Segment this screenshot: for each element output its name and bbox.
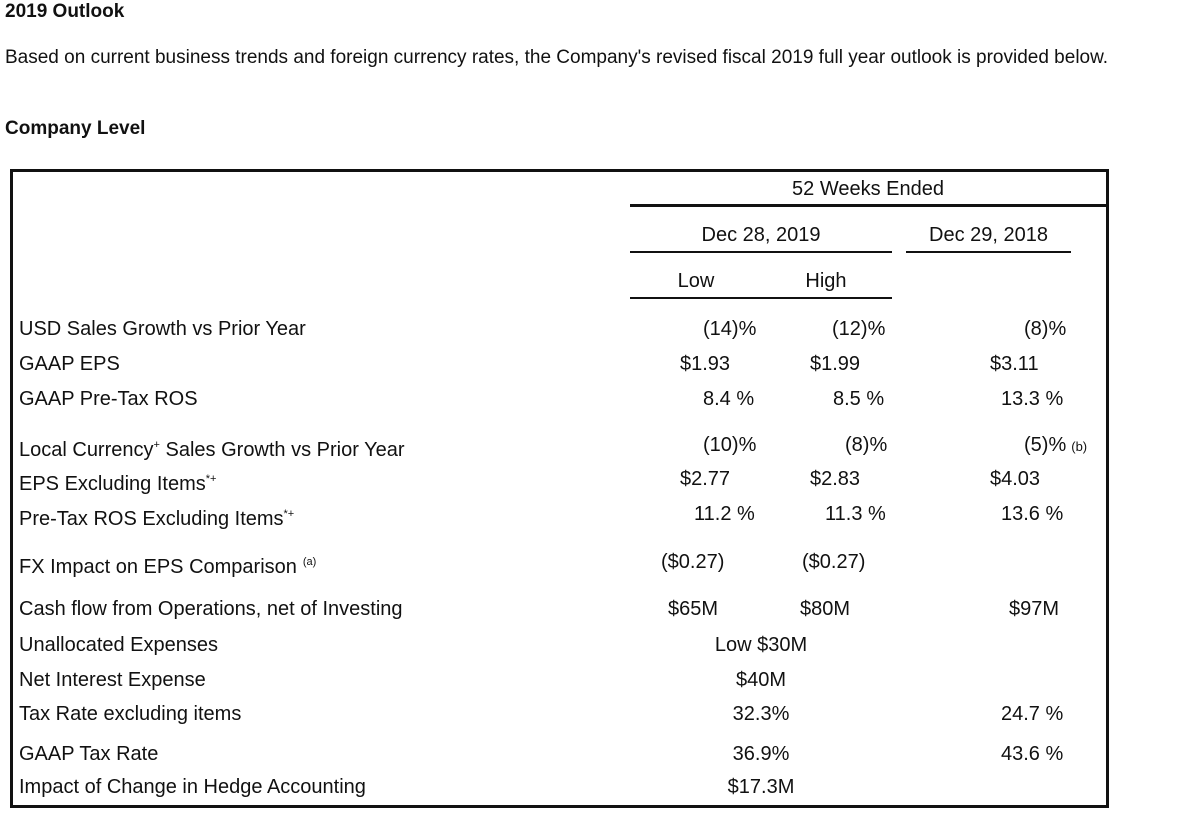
footnote-marker: (b) bbox=[1071, 439, 1088, 454]
footnote-marker: (a) bbox=[302, 556, 317, 568]
merged-value: $40M bbox=[735, 669, 787, 691]
prior-year-value: $4.03 bbox=[990, 467, 1040, 491]
row-label: GAAP EPS bbox=[19, 352, 120, 376]
high-value: $2.83 bbox=[810, 468, 861, 490]
row-label: Unallocated Expenses bbox=[19, 633, 218, 657]
row-label-text: Sales Growth vs Prior Year bbox=[159, 439, 405, 461]
prior-value-text: (8)% bbox=[1024, 318, 1067, 340]
prior-year-value: (5)% (b) bbox=[1024, 433, 1087, 459]
low-value: 8.4 % bbox=[703, 388, 755, 410]
row-label-text: Pre-Tax ROS Excluding Items bbox=[19, 508, 284, 530]
intro-paragraph: Based on current business trends and for… bbox=[5, 47, 1109, 68]
prior-value-text: 43.6 % bbox=[1001, 743, 1064, 765]
low-value: $65M bbox=[668, 598, 719, 620]
high-value: ($0.27) bbox=[802, 551, 866, 573]
prior-year-value: 13.3 % bbox=[1001, 387, 1063, 411]
divider bbox=[906, 251, 1071, 253]
row-label-text: Cash flow from Operations, net of Invest… bbox=[19, 598, 403, 620]
row-label-text: Tax Rate excluding items bbox=[19, 703, 242, 725]
merged-value: $17.3M bbox=[727, 776, 795, 798]
header-high: High bbox=[805, 270, 847, 292]
prior-year-value: 13.6 % bbox=[1001, 502, 1063, 526]
row-label: GAAP Tax Rate bbox=[19, 742, 158, 766]
prior-value-text: 13.6 % bbox=[1001, 503, 1064, 525]
header-52-weeks: 52 Weeks Ended bbox=[792, 178, 944, 200]
low-value: 11.2 % bbox=[694, 503, 755, 525]
high-value: $80M bbox=[800, 598, 851, 620]
prior-value-text: (5)% bbox=[1024, 434, 1067, 456]
row-label-text: FX Impact on EPS Comparison bbox=[19, 556, 297, 578]
prior-year-value: 43.6 % bbox=[1001, 742, 1063, 766]
section-heading: Company Level bbox=[5, 118, 146, 139]
header-dec-2018: Dec 29, 2018 bbox=[929, 224, 1048, 246]
row-label-text: USD Sales Growth vs Prior Year bbox=[19, 318, 306, 340]
low-value: (14)% bbox=[703, 318, 757, 340]
outlook-table bbox=[10, 169, 1109, 808]
footnote-marker: + bbox=[153, 439, 160, 451]
prior-value-text: $3.11 bbox=[990, 353, 1039, 375]
row-label-text: GAAP Pre-Tax ROS bbox=[19, 388, 198, 410]
high-value: $1.99 bbox=[810, 353, 861, 375]
divider bbox=[630, 251, 892, 253]
row-label-text: Impact of Change in Hedge Accounting bbox=[19, 776, 366, 798]
row-label-text: Local Currency bbox=[19, 439, 154, 461]
prior-value-text: $4.03 bbox=[990, 468, 1041, 490]
row-label: Net Interest Expense bbox=[19, 668, 206, 692]
row-label-text: EPS Excluding Items bbox=[19, 473, 206, 495]
prior-year-value: $97M bbox=[1009, 597, 1059, 621]
prior-year-value: 24.7 % bbox=[1001, 702, 1063, 726]
low-value: ($0.27) bbox=[661, 551, 725, 573]
divider bbox=[630, 204, 1106, 207]
low-value: (10)% bbox=[703, 434, 757, 456]
prior-year-value: $3.11 bbox=[990, 352, 1039, 376]
row-label: Local Currency+ Sales Growth vs Prior Ye… bbox=[19, 433, 405, 462]
merged-value: 32.3% bbox=[732, 703, 790, 725]
header-low: Low bbox=[677, 270, 715, 292]
row-label-text: Net Interest Expense bbox=[19, 669, 206, 691]
high-value: (12)% bbox=[832, 318, 886, 340]
page-title: 2019 Outlook bbox=[5, 1, 125, 22]
row-label: EPS Excluding Items*+ bbox=[19, 467, 216, 496]
footnote-marker: *+ bbox=[205, 473, 217, 485]
merged-value: 36.9% bbox=[732, 743, 790, 765]
prior-value-text: 24.7 % bbox=[1001, 703, 1064, 725]
row-label-text: GAAP EPS bbox=[19, 353, 120, 375]
row-label: Pre-Tax ROS Excluding Items*+ bbox=[19, 502, 294, 531]
row-label: Cash flow from Operations, net of Invest… bbox=[19, 597, 403, 621]
high-value: (8)% bbox=[845, 434, 888, 456]
row-label: USD Sales Growth vs Prior Year bbox=[19, 317, 306, 341]
row-label-text: GAAP Tax Rate bbox=[19, 743, 159, 765]
low-value: $2.77 bbox=[680, 468, 731, 490]
prior-year-value: (8)% bbox=[1024, 317, 1066, 341]
row-label-text: Unallocated Expenses bbox=[19, 634, 219, 656]
row-label: Tax Rate excluding items bbox=[19, 702, 241, 726]
prior-value-text: 13.3 % bbox=[1001, 388, 1064, 410]
row-label: Impact of Change in Hedge Accounting bbox=[19, 775, 366, 799]
footnote-marker: *+ bbox=[283, 508, 295, 520]
row-label: FX Impact on EPS Comparison (a) bbox=[19, 550, 316, 579]
low-value: $1.93 bbox=[680, 353, 731, 375]
header-dec-2019: Dec 28, 2019 bbox=[701, 224, 821, 246]
prior-value-text: $97M bbox=[1009, 598, 1060, 620]
row-label: GAAP Pre-Tax ROS bbox=[19, 387, 198, 411]
high-value: 8.5 % bbox=[833, 388, 885, 410]
merged-value: Low $30M bbox=[714, 634, 808, 656]
divider bbox=[630, 297, 892, 299]
high-value: 11.3 % bbox=[825, 503, 886, 525]
